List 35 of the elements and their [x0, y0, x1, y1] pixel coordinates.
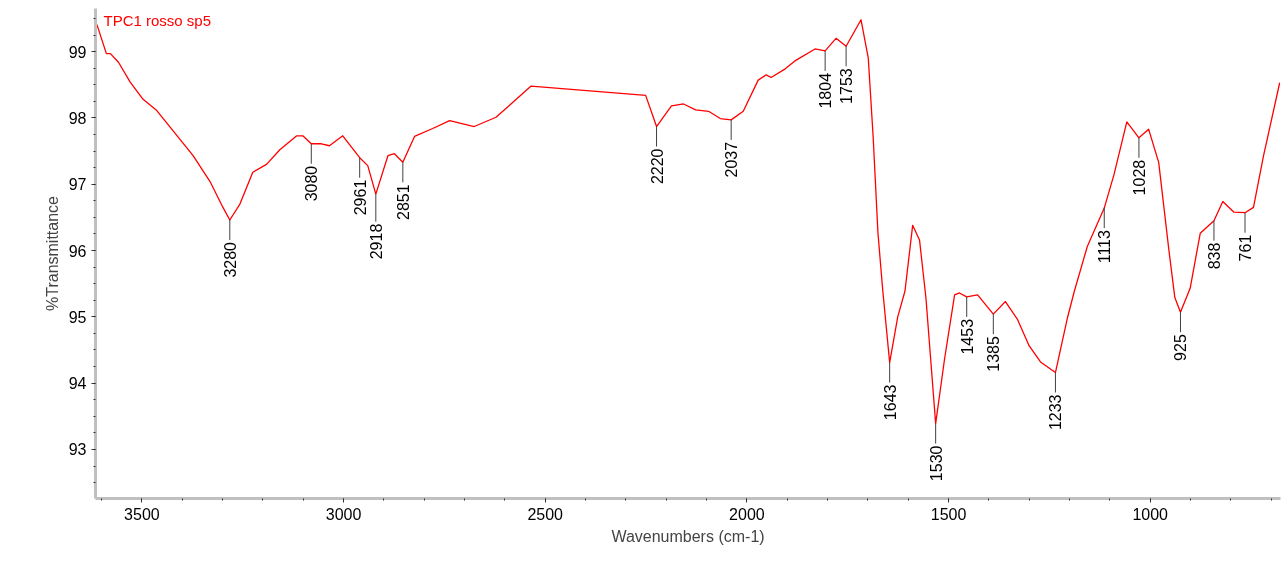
y-axis-title: %Transmittance	[43, 195, 61, 311]
annotation: 925	[1172, 334, 1190, 361]
annotation: 3280	[221, 241, 239, 278]
annotation: 2961	[351, 179, 369, 216]
annotation: 2220	[648, 148, 666, 185]
annotation: 1113	[1096, 229, 1114, 264]
annotation: 1028	[1130, 159, 1148, 196]
y-tick-label: 95	[68, 308, 87, 326]
annotation: 1385	[985, 336, 1003, 372]
y-tick-label: 99	[68, 43, 87, 61]
annotation: 1643	[881, 384, 899, 421]
x-tick-label: 3500	[124, 505, 160, 523]
y-tick-label: 94	[68, 375, 87, 393]
annotation: 2851	[394, 184, 412, 220]
y-tick-label: 97	[68, 176, 87, 194]
x-tick-label: 1500	[930, 505, 967, 523]
annotation: 1753	[838, 68, 856, 104]
y-tick-label: 96	[68, 242, 87, 260]
annotation: 1804	[817, 72, 835, 109]
x-tick-label: 2500	[527, 505, 564, 523]
annotation: 761	[1237, 234, 1255, 262]
annotation: 838	[1205, 242, 1223, 270]
x-tick-label: 2000	[729, 505, 765, 523]
annotation: 1453	[958, 318, 976, 355]
x-axis-title: Wavenumbers (cm-1)	[611, 527, 765, 545]
series-label: TPC1 rosso sp5	[103, 11, 212, 29]
annotation: 1530	[927, 445, 945, 482]
x-tick-label: 3000	[325, 505, 362, 523]
annotation: 2037	[723, 141, 741, 178]
y-tick-label: 93	[68, 441, 87, 459]
annotation: 1233	[1047, 394, 1065, 431]
annotation: 2918	[367, 223, 385, 260]
x-tick-label: 1000	[1132, 505, 1169, 523]
annotation: 3080	[303, 165, 321, 202]
y-tick-label: 98	[68, 109, 87, 127]
